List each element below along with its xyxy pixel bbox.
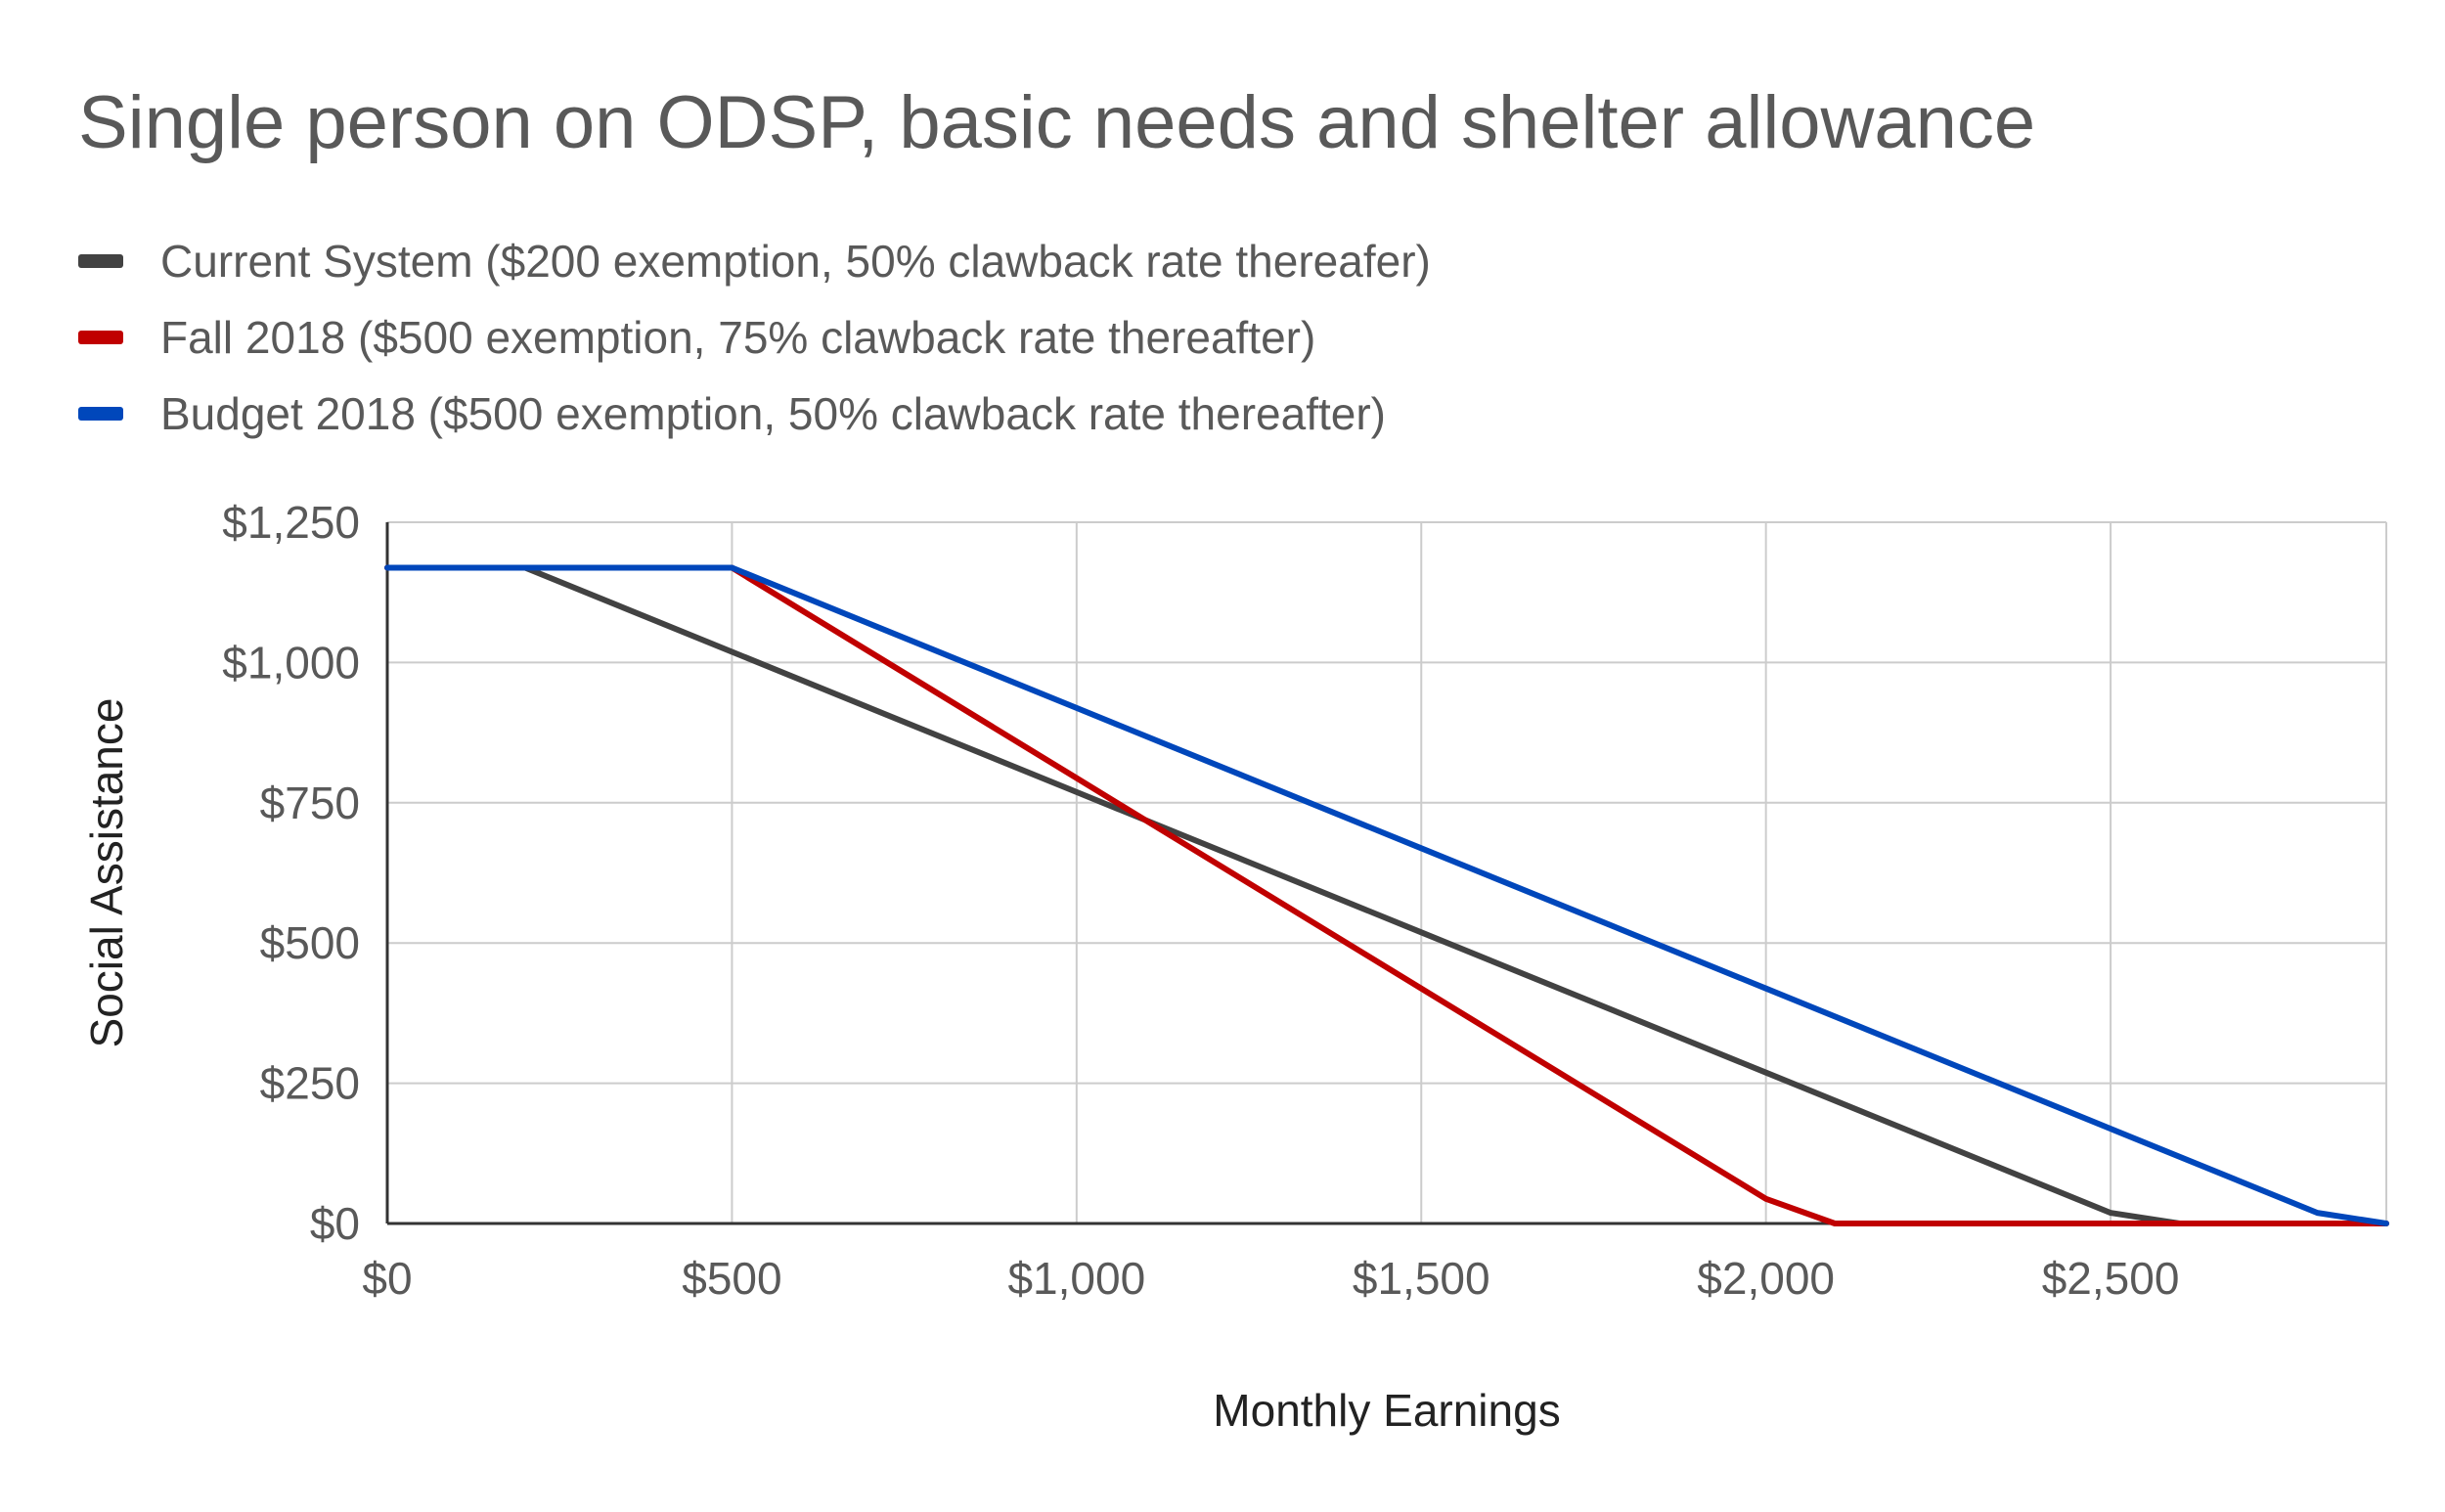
y-tick-label-1-000: $1,000 bbox=[222, 637, 360, 688]
x-tick-label-2-000: $2,000 bbox=[1697, 1253, 1835, 1304]
legend-swatch-budget-2018 bbox=[78, 407, 123, 421]
series-lines bbox=[384, 564, 2389, 1226]
chart-title: Single person on ODSP, basic needs and s… bbox=[78, 81, 2036, 164]
legend-item-budget-2018[interactable]: Budget 2018 ($500 exemption, 50% clawbac… bbox=[78, 376, 1431, 452]
y-tick-label-750: $750 bbox=[260, 778, 360, 828]
x-tick-label-0: $0 bbox=[362, 1253, 412, 1304]
y-tick-label-250: $250 bbox=[260, 1058, 360, 1109]
x-tick-label-1-500: $1,500 bbox=[1353, 1253, 1490, 1304]
legend-item-fall-2018[interactable]: Fall 2018 ($500 exemption, 75% clawback … bbox=[78, 299, 1431, 376]
series-line-2 bbox=[384, 564, 2389, 1226]
legend-item-current-system[interactable]: Current System ($200 exemption, 50% claw… bbox=[78, 223, 1431, 299]
legend-label-budget-2018: Budget 2018 ($500 exemption, 50% clawbac… bbox=[160, 388, 1386, 439]
y-axis-title: Social Assistance bbox=[81, 698, 132, 1048]
y-tick-label-1-250: $1,250 bbox=[222, 497, 360, 548]
legend-swatch-fall-2018 bbox=[78, 331, 123, 344]
x-tick-label-500: $500 bbox=[682, 1253, 781, 1304]
y-tick-label-0: $0 bbox=[310, 1198, 360, 1249]
x-tick-label-2-500: $2,500 bbox=[2042, 1253, 2180, 1304]
y-tick-label-500: $500 bbox=[260, 917, 360, 968]
legend-swatch-current-system bbox=[78, 254, 123, 268]
series-line-1 bbox=[384, 564, 2389, 1226]
series-line-0 bbox=[384, 564, 2389, 1226]
tick-labels: $0 $500 $1,000 $1,500 $2,000 $2,500 $0 $250 $500… bbox=[222, 497, 2179, 1304]
x-axis-title: Monthly Earnings bbox=[1213, 1385, 1560, 1436]
legend: Current System ($200 exemption, 50% claw… bbox=[78, 223, 1431, 452]
grid-lines bbox=[387, 521, 2387, 1223]
legend-label-fall-2018: Fall 2018 ($500 exemption, 75% clawback … bbox=[160, 312, 1316, 363]
legend-label-current-system: Current System ($200 exemption, 50% claw… bbox=[160, 236, 1431, 287]
x-tick-label-1-000: $1,000 bbox=[1007, 1253, 1145, 1304]
